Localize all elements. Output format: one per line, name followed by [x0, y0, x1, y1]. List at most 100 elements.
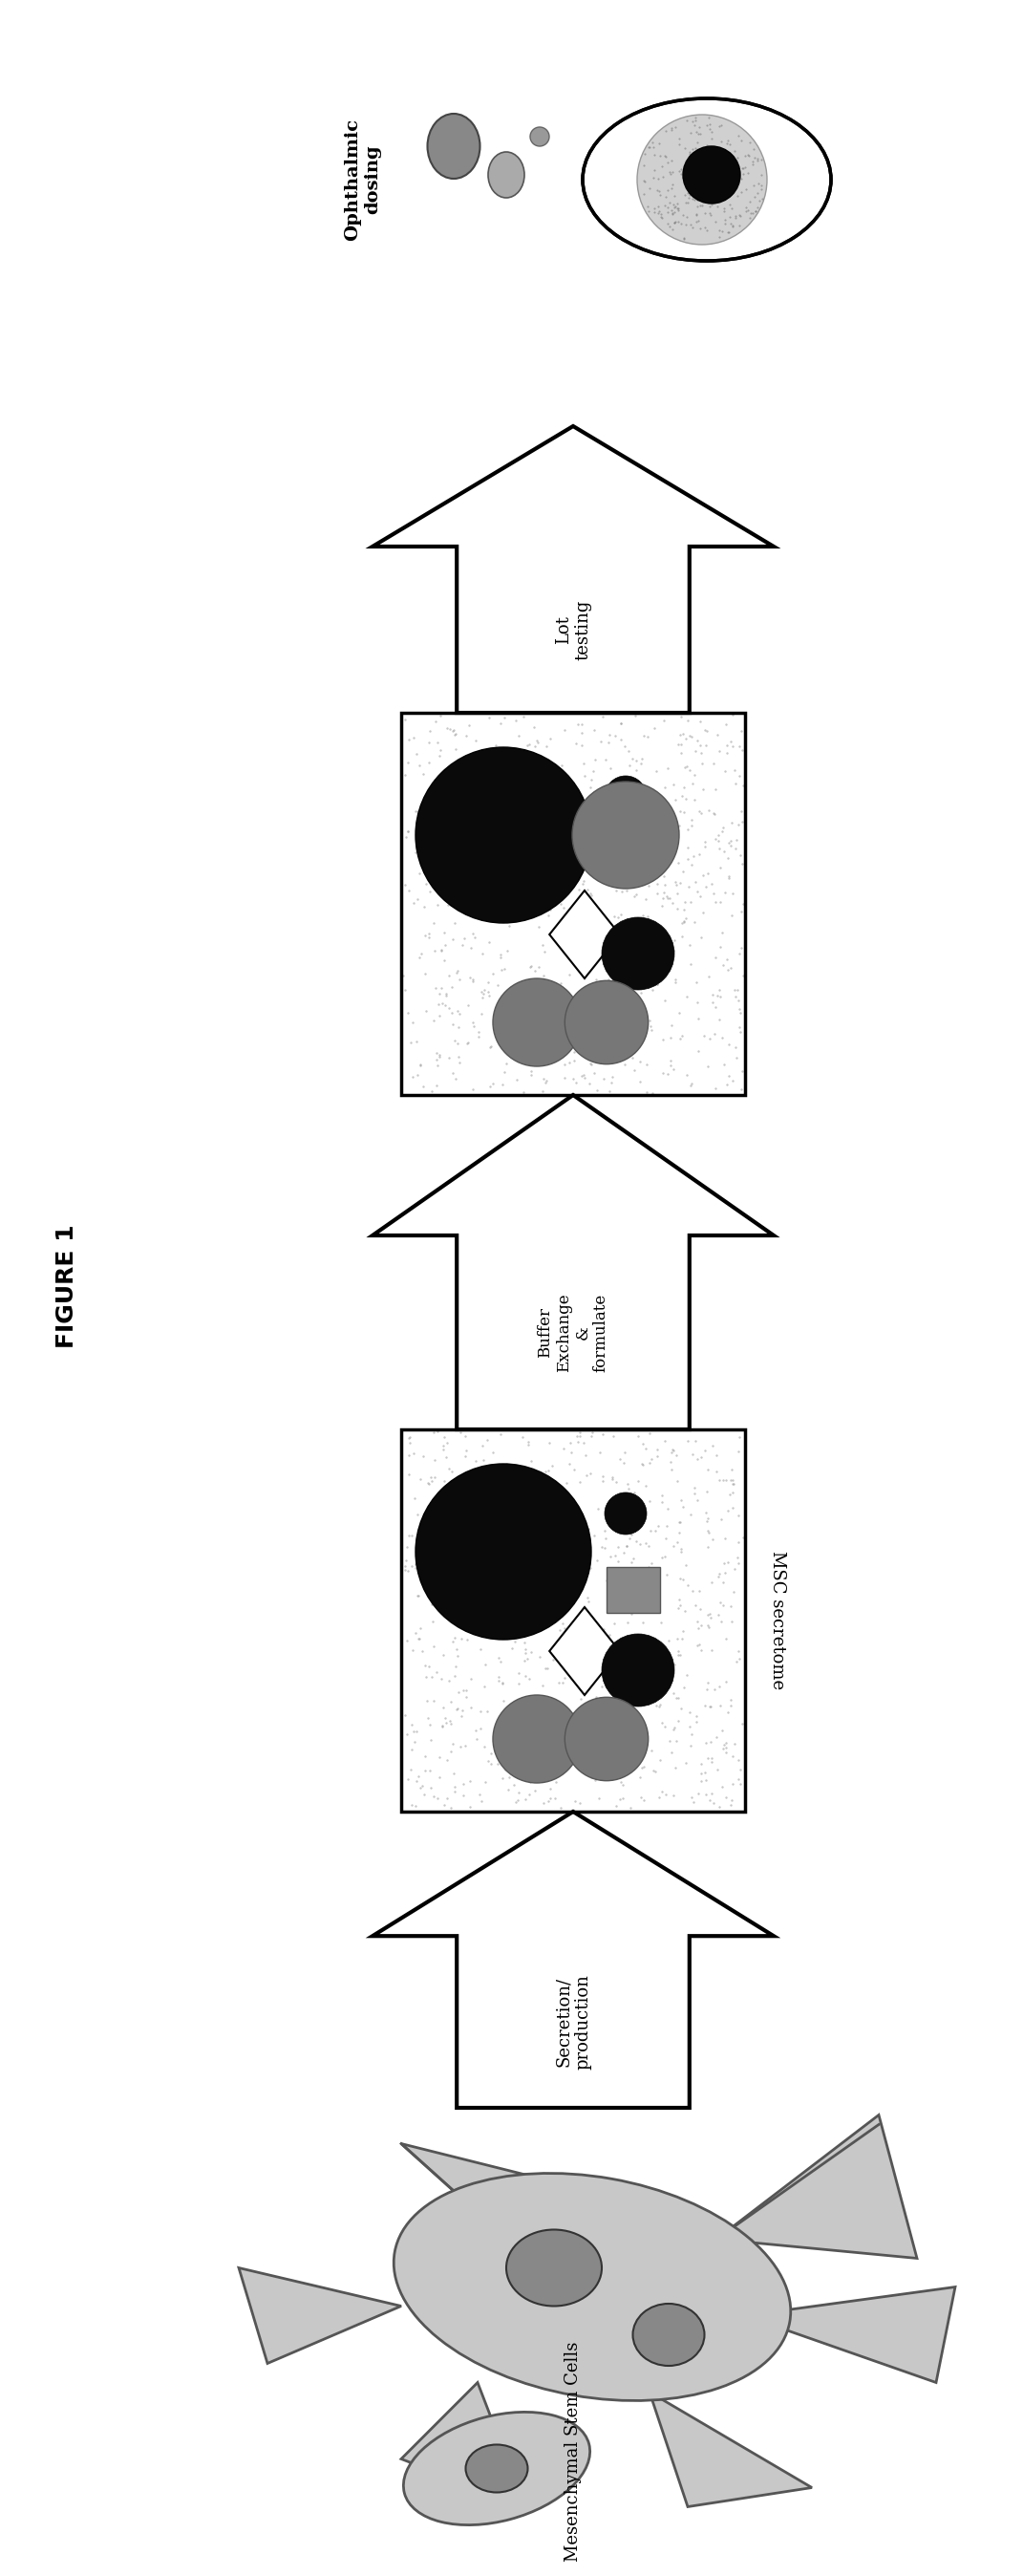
Point [578, 1556, 594, 1597]
Point [639, 1558, 656, 1600]
Point [558, 894, 574, 935]
Point [718, 1461, 735, 1502]
Point [543, 1445, 560, 1486]
Point [506, 1533, 523, 1574]
Polygon shape [650, 2393, 812, 2506]
Point [447, 1059, 463, 1100]
Point [732, 1749, 749, 1790]
Point [485, 953, 501, 994]
Point [657, 768, 673, 809]
Point [474, 933, 490, 974]
Point [505, 1765, 522, 1806]
Point [518, 896, 534, 938]
Point [593, 994, 610, 1036]
Point [633, 1010, 650, 1051]
Point [430, 1556, 446, 1597]
Point [479, 1419, 495, 1461]
Point [523, 1440, 539, 1481]
Ellipse shape [465, 2445, 528, 2494]
Point [489, 963, 505, 1005]
Point [711, 1785, 727, 1826]
Point [647, 778, 663, 819]
Point [535, 744, 551, 786]
Point [579, 1455, 595, 1497]
Point [427, 930, 443, 971]
Point [503, 1628, 520, 1669]
Point [649, 948, 665, 989]
Point [527, 1530, 543, 1571]
Point [504, 1687, 521, 1728]
Point [696, 891, 712, 933]
Point [548, 819, 565, 860]
Point [660, 840, 676, 881]
Point [568, 881, 584, 922]
Point [451, 994, 468, 1036]
Point [493, 793, 509, 835]
Point [657, 935, 673, 976]
Point [659, 876, 675, 917]
Point [403, 1705, 419, 1747]
Point [620, 1633, 636, 1674]
Point [669, 1522, 685, 1564]
Point [405, 1710, 421, 1752]
Point [478, 1522, 494, 1564]
Point [517, 1780, 533, 1821]
Point [434, 1561, 450, 1602]
Point [640, 1546, 657, 1587]
Point [576, 1059, 592, 1100]
Point [417, 1736, 434, 1777]
Point [496, 948, 513, 989]
Point [725, 1571, 742, 1613]
Point [605, 835, 621, 876]
Point [417, 1656, 434, 1698]
Point [476, 1540, 492, 1582]
Point [584, 1651, 601, 1692]
Point [520, 1422, 536, 1463]
Point [675, 902, 692, 943]
Point [522, 1497, 538, 1538]
Point [478, 757, 494, 799]
Point [632, 822, 649, 863]
Point [676, 747, 693, 788]
Point [679, 1654, 696, 1695]
Point [409, 1494, 426, 1535]
Point [710, 1595, 726, 1636]
Circle shape [530, 126, 549, 147]
Point [503, 1450, 520, 1492]
Point [700, 1046, 716, 1087]
Point [648, 1685, 664, 1726]
Point [639, 922, 656, 963]
Point [583, 1417, 599, 1458]
Point [696, 855, 712, 896]
Point [599, 1618, 616, 1659]
Polygon shape [401, 2143, 554, 2231]
Point [670, 724, 686, 765]
Point [427, 1486, 443, 1528]
Point [693, 732, 709, 773]
Text: Buffer
Exchange
&
formulate: Buffer Exchange & formulate [537, 1293, 610, 1373]
Point [657, 1517, 673, 1558]
Point [436, 940, 452, 981]
Point [494, 1064, 510, 1105]
Point [526, 706, 542, 747]
Point [518, 1595, 534, 1636]
Point [665, 1672, 681, 1713]
Point [447, 744, 463, 786]
Point [650, 1574, 666, 1615]
Point [506, 1620, 523, 1662]
Point [566, 1564, 582, 1605]
Point [639, 896, 656, 938]
Point [431, 1033, 447, 1074]
Ellipse shape [394, 2174, 791, 2401]
Point [539, 976, 555, 1018]
Point [398, 1540, 414, 1582]
Point [530, 848, 546, 889]
Point [671, 791, 687, 832]
Point [551, 773, 568, 814]
Point [624, 819, 640, 860]
Point [693, 793, 709, 835]
Point [420, 1540, 437, 1582]
Point [504, 1754, 521, 1795]
Point [552, 914, 569, 956]
Point [449, 989, 465, 1030]
